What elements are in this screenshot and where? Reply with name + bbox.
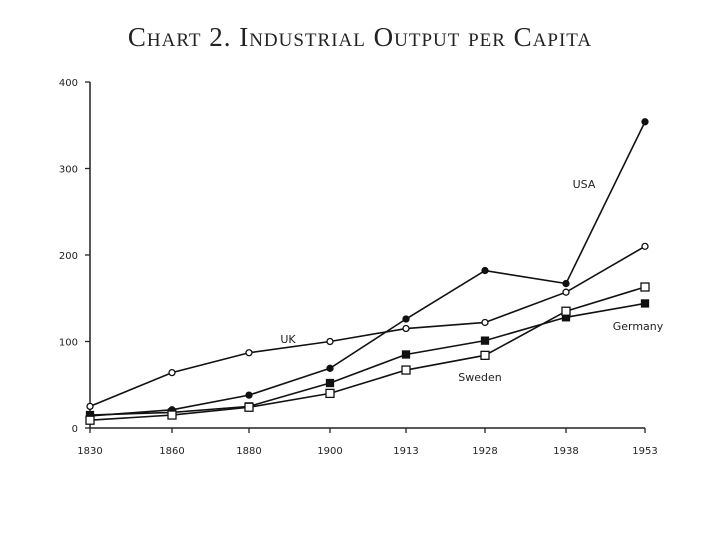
series-line-germany — [89, 302, 646, 416]
series-uk — [86, 242, 649, 411]
data-point-uk — [481, 318, 489, 327]
data-point-sweden — [480, 350, 490, 360]
series-label-germany: Germany — [613, 320, 664, 333]
data-point-sweden — [401, 365, 411, 375]
data-point-usa — [245, 391, 253, 399]
y-axis-ticks: 0 100 200 300 400 — [59, 78, 90, 435]
x-tick-label: 1953 — [632, 446, 657, 457]
data-point-usa — [562, 279, 570, 288]
data-point-uk — [641, 242, 649, 251]
series-line-sweden — [89, 286, 646, 422]
series-sweden — [85, 282, 650, 425]
data-point-germany — [401, 350, 411, 359]
x-tick-label: 1830 — [77, 446, 102, 457]
data-point-sweden — [85, 415, 95, 425]
y-tick-label: 100 — [59, 338, 78, 349]
series-label-sweden: Sweden — [458, 371, 501, 384]
series-layer — [85, 118, 650, 425]
series-label-uk: UK — [280, 333, 296, 346]
data-point-uk — [168, 368, 176, 377]
data-point-uk — [402, 324, 410, 333]
series-label-usa: USA — [573, 178, 596, 191]
data-point-germany — [325, 378, 335, 388]
data-point-uk — [86, 402, 94, 411]
y-tick-label: 0 — [72, 424, 78, 435]
y-tick-label: 400 — [59, 78, 78, 89]
chart-title: Chart 2. Industrial Output per Capita — [127, 22, 593, 52]
data-point-usa — [481, 266, 489, 275]
y-tick-label: 300 — [59, 165, 78, 176]
x-tick-label: 1900 — [317, 446, 342, 457]
x-tick-label: 1860 — [159, 446, 184, 457]
y-tick-label: 200 — [59, 251, 78, 262]
series-germany — [85, 299, 650, 420]
data-point-sweden — [325, 388, 335, 399]
data-point-usa — [641, 118, 649, 126]
data-point-uk — [245, 349, 253, 357]
data-point-sweden — [561, 306, 571, 316]
data-point-sweden — [167, 410, 177, 420]
data-point-germany — [480, 336, 490, 345]
series-line-uk — [89, 245, 646, 408]
data-point-sweden — [640, 282, 650, 292]
x-tick-label: 1880 — [236, 446, 261, 457]
x-tick-label: 1938 — [553, 446, 578, 457]
x-axis-ticks: 1830 1860 1880 1900 1913 1928 1938 1953 — [77, 428, 658, 457]
series-labels: USA UK Germany Sweden — [280, 178, 663, 384]
data-point-uk — [326, 337, 334, 346]
series-line-usa — [89, 121, 646, 417]
chart-axes — [89, 82, 645, 429]
x-tick-label: 1928 — [472, 446, 497, 457]
data-point-usa — [326, 364, 334, 372]
data-point-germany — [640, 299, 650, 308]
data-point-uk — [562, 288, 570, 296]
x-tick-label: 1913 — [393, 446, 418, 457]
data-point-sweden — [244, 402, 254, 412]
data-point-usa — [402, 315, 410, 323]
